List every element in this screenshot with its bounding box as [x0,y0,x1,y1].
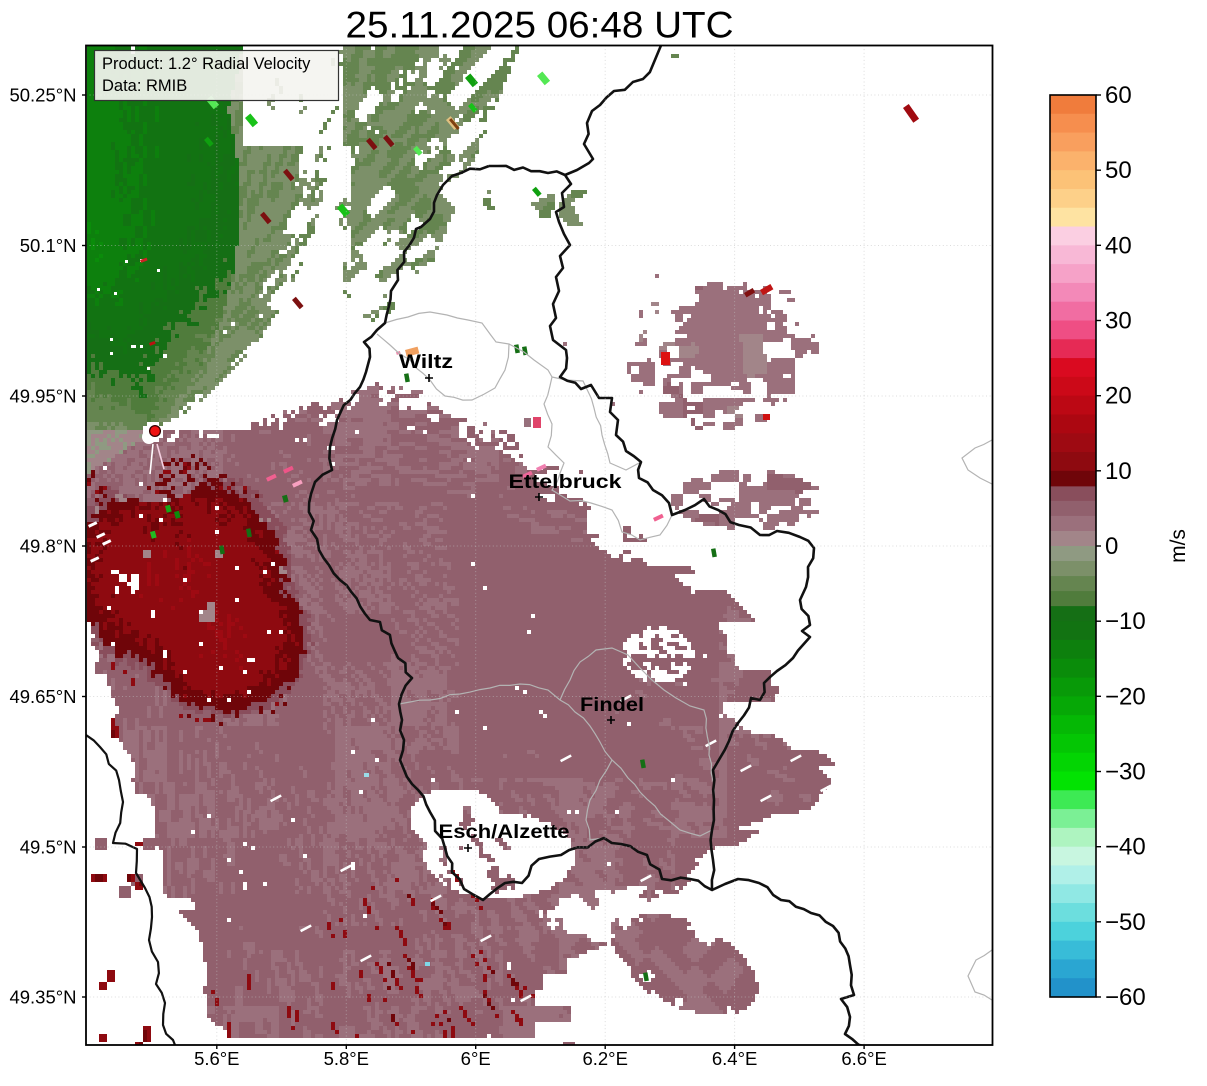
svg-text:49.5°N: 49.5°N [20,837,77,858]
svg-text:Data: RMIB: Data: RMIB [102,77,187,95]
svg-text:50.25°N: 50.25°N [9,85,76,106]
svg-text:−50: −50 [1105,909,1146,936]
svg-text:−60: −60 [1105,984,1146,1011]
svg-text:6.6°E: 6.6°E [841,1048,886,1069]
svg-text:50.1°N: 50.1°N [20,235,77,256]
svg-text:6.4°E: 6.4°E [712,1048,757,1069]
svg-text:60: 60 [1105,82,1132,109]
svg-text:49.35°N: 49.35°N [9,987,76,1008]
svg-text:10: 10 [1105,458,1132,485]
svg-text:−10: −10 [1105,608,1146,635]
svg-text:25.11.2025 06:48 UTC: 25.11.2025 06:48 UTC [346,4,734,45]
svg-text:5.6°E: 5.6°E [194,1048,239,1069]
svg-text:−30: −30 [1105,759,1146,786]
svg-text:50: 50 [1105,157,1132,184]
svg-text:5.8°E: 5.8°E [324,1048,369,1069]
svg-text:0: 0 [1105,533,1118,560]
svg-text:Ettelbruck: Ettelbruck [509,471,622,493]
svg-text:−20: −20 [1105,683,1146,710]
svg-text:Findel: Findel [580,694,644,716]
svg-text:Product: 1.2° Radial Velocity: Product: 1.2° Radial Velocity [102,55,311,73]
svg-text:6°E: 6°E [461,1048,491,1069]
svg-text:Wiltz: Wiltz [399,351,453,373]
svg-text:Esch/Alzette: Esch/Alzette [439,821,570,843]
svg-text:49.65°N: 49.65°N [9,686,76,707]
svg-text:30: 30 [1105,308,1132,335]
svg-text:40: 40 [1105,232,1132,259]
svg-text:−40: −40 [1105,834,1146,861]
svg-text:m/s: m/s [1167,529,1190,563]
svg-text:6.2°E: 6.2°E [582,1048,627,1069]
svg-text:49.95°N: 49.95°N [9,386,76,407]
svg-text:49.8°N: 49.8°N [20,536,77,557]
svg-text:20: 20 [1105,383,1132,410]
